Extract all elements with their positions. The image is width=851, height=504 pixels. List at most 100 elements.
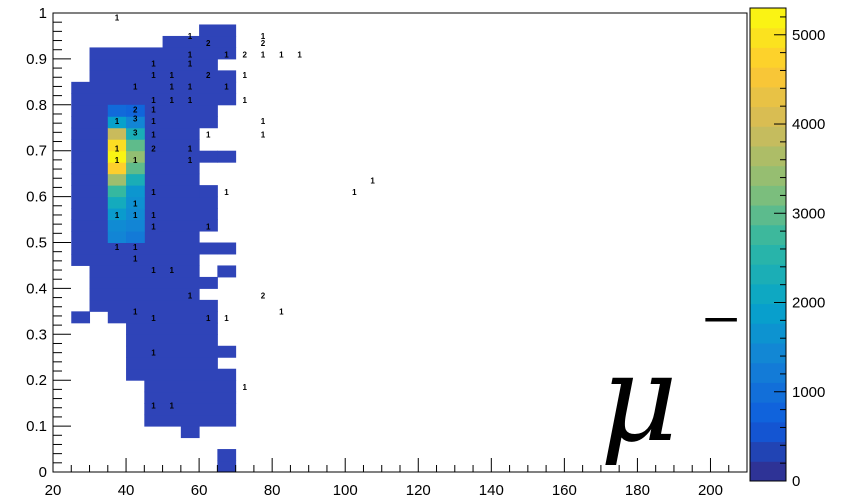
y-tick-label: 0.7 bbox=[26, 143, 47, 160]
heatmap-cell bbox=[107, 311, 218, 324]
heatmap-cell bbox=[89, 47, 237, 60]
bin-count-label: 1 bbox=[224, 82, 229, 91]
heatmap-cell bbox=[126, 357, 218, 370]
bin-count-label: 2 bbox=[261, 39, 266, 48]
bin-count-label: 1 bbox=[224, 50, 229, 59]
bin-count-label: 2 bbox=[243, 50, 248, 59]
colorbar-band bbox=[750, 67, 786, 88]
heatmap-cell bbox=[107, 116, 127, 129]
heatmap-cell bbox=[217, 265, 237, 278]
y-tick-label: 0.1 bbox=[26, 418, 47, 435]
particle-annotation: μ ⁻ bbox=[600, 286, 742, 469]
bin-count-label: 1 bbox=[188, 96, 193, 105]
colorbar-band bbox=[750, 382, 786, 403]
heatmap-cell bbox=[71, 242, 218, 255]
bin-count-label: 1 bbox=[243, 383, 248, 392]
heatmap-cell bbox=[126, 196, 145, 209]
bin-count-label: 1 bbox=[224, 314, 229, 323]
heatmap-cell bbox=[107, 196, 127, 209]
bin-count-label: 1 bbox=[151, 222, 156, 231]
heatmap-cell bbox=[107, 127, 127, 140]
colorbar-tick-label: 5000 bbox=[792, 27, 825, 44]
colorbar-band bbox=[750, 244, 786, 265]
colorbar-band bbox=[750, 8, 786, 29]
heatmap-cell bbox=[107, 162, 127, 175]
bin-count-label: 1 bbox=[169, 71, 174, 80]
bin-count-label: 1 bbox=[151, 401, 156, 410]
colorbar-band bbox=[750, 165, 786, 186]
heatmap-cell bbox=[217, 449, 237, 462]
heatmap-cell bbox=[162, 35, 237, 48]
heatmap-cell bbox=[71, 93, 237, 106]
bin-count-label: 1 bbox=[133, 82, 138, 91]
x-tick-label: 40 bbox=[118, 482, 135, 499]
y-tick-label: 1 bbox=[39, 5, 47, 22]
muon-symbol: μ bbox=[600, 330, 678, 469]
bin-count-label: 1 bbox=[261, 50, 266, 59]
heatmap-cell bbox=[126, 219, 145, 232]
colorbar-band bbox=[750, 362, 786, 383]
bin-count-label: 1 bbox=[151, 211, 156, 220]
bin-count-label: 1 bbox=[133, 255, 138, 264]
bin-count-label: 2 bbox=[206, 71, 211, 80]
bin-count-label: 1 bbox=[206, 314, 211, 323]
colorbar-band bbox=[750, 47, 786, 68]
bin-count-label: 1 bbox=[243, 96, 248, 105]
bin-count-label: 1 bbox=[133, 243, 138, 252]
bin-count-label: 1 bbox=[188, 50, 193, 59]
y-axis: 0 0.1 0.2 0.3 0.4 0.5 0.6 0.7 0.8 0.9 1 bbox=[26, 5, 71, 481]
heatmap-cell bbox=[126, 208, 145, 221]
colorbar-border bbox=[749, 7, 787, 482]
colorbar-band bbox=[750, 224, 786, 245]
colorbar-band bbox=[750, 264, 786, 285]
bin-count-label: 3 bbox=[133, 128, 138, 137]
bin-count-label: 1 bbox=[169, 266, 174, 275]
bin-count-label: 1 bbox=[115, 14, 120, 23]
colorbar-tick-label: 2000 bbox=[792, 295, 825, 312]
bin-count-label: 1 bbox=[115, 211, 120, 220]
bin-count-label: 1 bbox=[151, 96, 156, 105]
heatmap-cell bbox=[180, 426, 200, 439]
heatmap-cell bbox=[107, 104, 127, 117]
heatmap-cell bbox=[126, 150, 145, 163]
bin-count-label: 1 bbox=[206, 131, 211, 140]
heatmap-cell bbox=[199, 185, 218, 198]
x-tick-label: 80 bbox=[264, 482, 281, 499]
bin-count-label: 1 bbox=[169, 82, 174, 91]
heatmap-cell bbox=[126, 173, 145, 186]
colorbar-band bbox=[750, 126, 786, 147]
bin-count-label: 3 bbox=[133, 115, 138, 124]
heatmap-cell bbox=[89, 299, 218, 312]
colorbar-band bbox=[750, 323, 786, 344]
bin-count-label: 1 bbox=[115, 243, 120, 252]
bin-count-label: 1 bbox=[188, 82, 193, 91]
heatmap-cell bbox=[107, 150, 127, 163]
colorbar-band bbox=[750, 145, 786, 167]
bin-count-label: 1 bbox=[352, 188, 357, 197]
heatmap-cell bbox=[217, 150, 237, 163]
colorbar-band bbox=[750, 461, 786, 482]
y-tick-label: 0 bbox=[39, 464, 47, 481]
heatmap-cell bbox=[71, 81, 237, 94]
bin-count-label: 1 bbox=[151, 314, 156, 323]
y-tick-label: 0.9 bbox=[26, 51, 47, 68]
colorbar-tick-label: 1000 bbox=[792, 384, 825, 401]
heatmap-cell bbox=[126, 127, 145, 140]
x-tick-label: 60 bbox=[191, 482, 208, 499]
bin-count-label: 1 bbox=[206, 222, 211, 231]
heatmap-cell bbox=[71, 311, 91, 324]
bin-count-label: 1 bbox=[115, 144, 120, 153]
heatmap-cell bbox=[89, 265, 200, 278]
colorbar-band bbox=[750, 185, 786, 206]
bin-count-label: 1 bbox=[279, 50, 284, 59]
y-tick-label: 0.2 bbox=[26, 372, 47, 389]
y-tick-label: 0.8 bbox=[26, 97, 47, 114]
colorbar-band bbox=[750, 343, 786, 364]
bin-count-label: 1 bbox=[261, 131, 266, 140]
bin-count-label: 1 bbox=[279, 307, 284, 316]
x-tick-label: 180 bbox=[625, 482, 650, 499]
heatmap-cell bbox=[144, 414, 237, 427]
heatmap-cell bbox=[107, 173, 127, 186]
bin-count-label: 1 bbox=[133, 211, 138, 220]
heatmap-cell bbox=[89, 70, 237, 83]
